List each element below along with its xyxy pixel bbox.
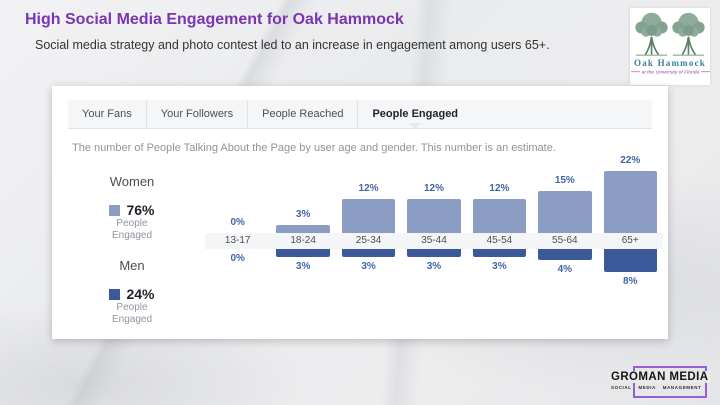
chart-description: The number of People Talking About the P… [72,142,556,154]
oak-hammock-logo-name: Oak Hammock [634,58,706,68]
women-total-value: 76% [126,202,155,218]
legend-women-sub2: Engaged [111,230,153,241]
age-label: 65+ [621,235,639,246]
women-bar [538,191,592,233]
slide-title: High Social Media Engagement for Oak Ham… [25,11,404,28]
men-bar [341,249,396,257]
legend-women: Women 76% People Engaged [86,174,178,242]
women-value-label: 22% [620,155,641,166]
women-bar [472,199,527,233]
men-value-label: 3% [361,261,376,272]
chart-column-13-17: 0% 13-17 0% [205,146,270,331]
women-bar [407,199,461,233]
women-value-label: 15% [554,175,575,186]
men-bar [603,249,657,272]
men-bar [407,249,461,257]
chart-columns: 0% 13-17 0% 3% 18-24 3% 12% 25-34 3% 12% 35-44 3% 12… [205,146,663,331]
women-value-label: 12% [423,183,444,194]
legend-men-sub2: Engaged [111,314,153,325]
men-bar [472,249,527,257]
chart-column-35-44: 12% 35-44 3% [401,146,466,331]
men-value-label: 4% [557,264,573,275]
men-value-label: 8% [623,276,638,287]
men-bar [538,249,592,260]
women-swatch [109,204,121,216]
legend-women-title: Women [109,174,155,189]
facebook-insights-panel: Your Fans Your Followers People Reached Peo… [52,86,668,339]
women-value-label: 3% [295,209,311,220]
legend-women-sub1: People [116,218,148,229]
tab-your-followers[interactable]: Your Followers [145,100,247,128]
men-value-label: 0% [230,253,245,264]
groman-media-logo-name: GROMAN MEDIA [609,371,711,383]
slide-subtitle: Social media strategy and photo contest … [35,38,550,52]
tagline-rule-right [700,71,710,73]
age-label: 18-24 [290,235,316,246]
women-bar [603,171,657,233]
age-label: 25-34 [355,235,382,246]
legend-men: Men 24% People Engaged [86,258,178,326]
women-value-label: 12% [358,183,379,194]
age-label: 35-44 [421,235,447,246]
men-value-label: 3% [492,261,507,272]
chart-column-25-34: 12% 25-34 3% [336,146,401,331]
legend-men-title: Men [119,258,145,273]
tab-your-fans[interactable]: Your Fans [82,108,132,120]
legend-men-sub1: People [116,302,148,313]
men-value-label: 3% [426,261,442,272]
men-swatch [109,288,121,300]
age-label: 13-17 [224,235,251,246]
men-total-value: 24% [126,286,155,302]
oak-hammock-tagline-row: at the University of Florida [630,69,710,75]
chart-column-65+: 22% 65+ 8% [598,146,663,331]
oak-hammock-logo: Oak Hammock at the University of Florida [630,8,710,85]
age-label: 45-54 [486,235,513,246]
oak-trees-icon [635,11,706,57]
men-value-label: 3% [295,261,311,272]
tagline-rule-left [630,71,640,73]
groman-media-tagline: SOCIAL MEDIA MANAGEMENT [611,385,702,391]
women-bar [276,225,330,233]
men-bar [276,249,330,257]
age-label: 55-64 [552,235,578,246]
oak-hammock-tagline: at the University of Florida [641,69,699,75]
chart-column-18-24: 3% 18-24 3% [270,146,335,331]
insights-tabs: Your Fans Your Followers People Reached Peo… [68,100,652,129]
women-bar [341,199,396,233]
women-value-label: 12% [489,183,510,194]
age-axis-band [205,233,663,249]
tab-people-reached[interactable]: People Reached [247,100,357,128]
women-value-label: 0% [230,217,245,228]
chart-column-55-64: 15% 55-64 4% [532,146,597,331]
engagement-chart: 0% 13-17 0% 3% 18-24 3% 12% 25-34 3% 12% 35-44 3% 12… [205,146,663,331]
chart-column-45-54: 12% 45-54 3% [467,146,532,331]
tab-people-engaged[interactable]: People Engaged [357,100,472,129]
